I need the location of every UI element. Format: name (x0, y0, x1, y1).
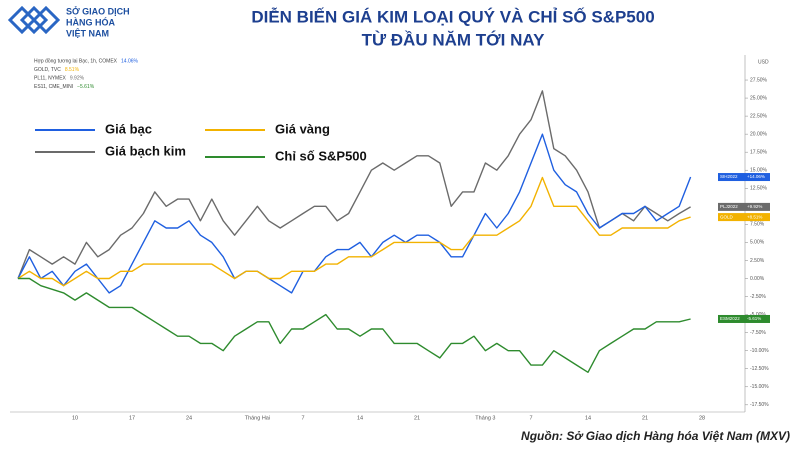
y-tick-label: 5.00% (750, 240, 765, 246)
y-tick-label: -7.50% (750, 330, 766, 336)
logo-text: VIỆT NAM (66, 27, 109, 38)
x-tick-label: Tháng Hai (245, 415, 270, 421)
series-line (17, 133, 692, 294)
info-value: 8.51% (65, 67, 80, 73)
source: Nguồn: Sở Giao dịch Hàng hóa Việt Nam (M… (521, 429, 790, 443)
legend-label: Chỉ số S&P500 (275, 148, 367, 163)
legend-label: Giá vàng (275, 121, 330, 136)
legend-label: Giá bạch kim (105, 143, 186, 158)
legend-label: Giá bạc (105, 121, 152, 136)
series-line (17, 176, 691, 287)
y-tick-label: 12.50% (750, 186, 768, 192)
end-value-label: +9.92% (747, 204, 762, 209)
chart-title: TỪ ĐẦU NĂM TỚI NAY (362, 30, 546, 49)
y-tick-label: 25.00% (750, 95, 768, 101)
end-tag (718, 173, 745, 182)
end-tag (718, 314, 745, 323)
x-tick-label: 7 (529, 415, 532, 421)
end-value-tag (745, 173, 770, 182)
y-tick-label: 0.00% (750, 276, 765, 282)
x-tick-label: 14 (585, 415, 591, 421)
y-tick-label: 7.50% (750, 222, 765, 228)
info-text: Hợp đồng tương lai Bạc, 1h, COMEX (34, 58, 118, 64)
end-value-label: +14.06% (747, 174, 765, 179)
end-value-tag (745, 314, 770, 323)
y-tick-label: -5.00% (750, 312, 766, 318)
info-text: PL11, NYMEX (34, 75, 67, 81)
y-tick-label: -2.50% (750, 294, 766, 300)
x-tick-label: 14 (357, 415, 363, 421)
info-value: 14.06% (121, 58, 139, 64)
info-value: 9.92% (70, 75, 85, 81)
y-tick-label: 17.50% (750, 150, 768, 156)
end-value-tag (745, 202, 770, 211)
y-tick-label: 27.50% (750, 77, 768, 83)
end-tag (718, 202, 745, 211)
y-tick-label: -17.50% (750, 402, 769, 408)
logo: SỞ GIAO DỊCH HÀNG HÓA VIỆT NAM (7, 5, 130, 38)
y-tick-label: 22.50% (750, 113, 768, 119)
x-tick-label: 10 (72, 415, 78, 421)
y-unit: USD (758, 59, 769, 65)
end-tag-label: SIH2022 (720, 174, 738, 179)
end-tag-label: PLJ2022 (720, 204, 738, 209)
end-value-label: +8.51% (747, 214, 762, 219)
x-tick-label: 28 (699, 415, 705, 421)
x-tick-label: 21 (414, 415, 420, 421)
info-text: GOLD, TVC (34, 67, 61, 73)
y-tick-label: 2.50% (750, 258, 765, 264)
logo-text: SỞ GIAO DỊCH (66, 5, 130, 16)
series-line (18, 277, 691, 373)
end-value-tag (745, 213, 770, 222)
end-value-label: -5.61% (747, 316, 761, 321)
y-tick-label: -12.50% (750, 366, 769, 372)
series-line (17, 90, 691, 279)
chart-title: DIỄN BIẾN GIÁ KIM LOẠI QUÝ VÀ CHỈ SỐ S&P… (251, 6, 654, 26)
y-tick-label: 20.00% (750, 131, 768, 137)
y-tick-label: -15.00% (750, 384, 769, 390)
end-tag-label: ESM2022 (720, 316, 740, 321)
plot: 27.50% 25.00% 22.50% 20.00% 17.50% 15.00% 12.5… (17, 58, 770, 421)
logo-text: HÀNG HÓA (66, 16, 115, 27)
y-tick-label: 15.00% (750, 168, 768, 174)
end-tag (718, 213, 745, 222)
end-tag-label: GOLD (720, 214, 734, 219)
x-tick-label: 21 (642, 415, 648, 421)
x-tick-label: 24 (186, 415, 192, 421)
y-tick-label: -10.00% (750, 348, 769, 354)
info-value: −5.61% (77, 84, 95, 90)
x-tick-label: Tháng 3 (475, 415, 495, 421)
info-text: ES11, CME_MINI (34, 84, 73, 90)
x-tick-label: 7 (301, 415, 304, 421)
x-tick-label: 17 (129, 415, 135, 421)
